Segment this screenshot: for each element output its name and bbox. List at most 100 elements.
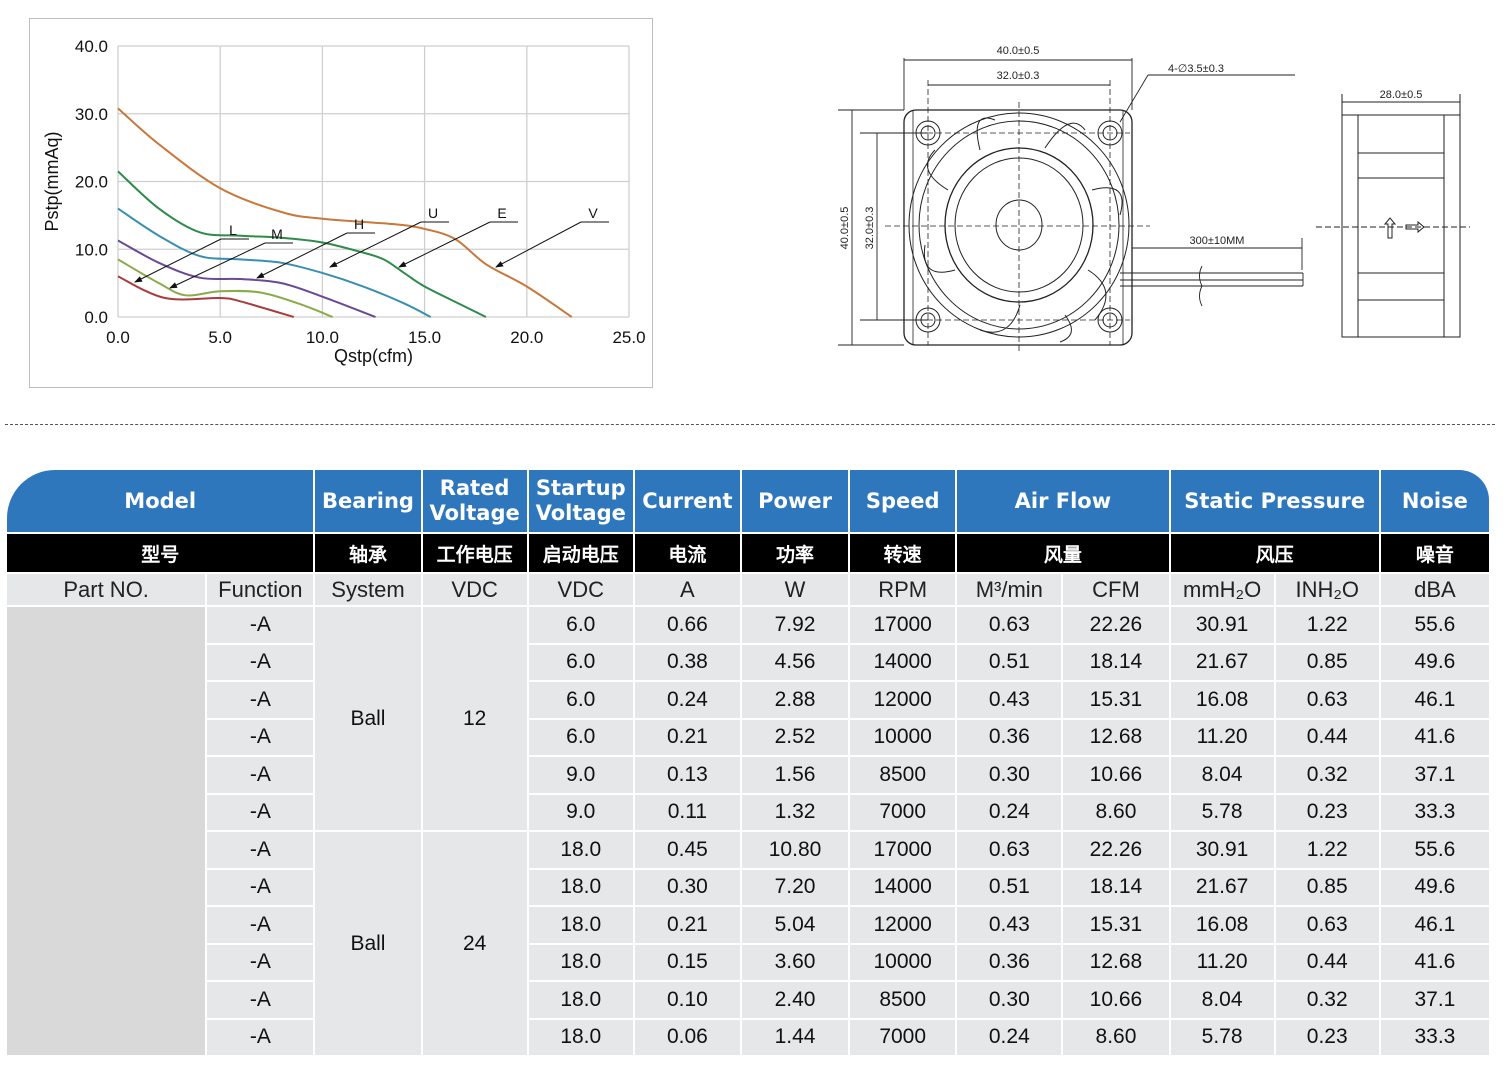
pressure-mmh2o-cell: 8.04 <box>1170 757 1274 795</box>
header-cn-static-pressure: 风压 <box>1170 534 1379 574</box>
bearing-cell: Ball <box>315 607 421 832</box>
header-cn-noise: 噪音 <box>1380 534 1489 574</box>
power-cell: 10.80 <box>741 832 849 870</box>
series-line-V <box>117 107 573 318</box>
series-line-M <box>117 258 333 318</box>
noise-cell: 49.6 <box>1380 644 1489 682</box>
unit-cell: Function <box>207 574 314 607</box>
power-cell: 2.88 <box>741 682 849 720</box>
pressure-inh2o-cell: 0.44 <box>1275 944 1379 982</box>
table-row: -A 6.0 0.24 2.88 12000 0.43 15.31 16.08 0.63 46.1 <box>7 682 1489 720</box>
power-cell: 2.52 <box>741 719 849 757</box>
table-row: -A 9.0 0.11 1.32 7000 0.24 8.60 5.78 0.23 33.3 <box>7 794 1489 832</box>
startup-voltage-cell: 6.0 <box>528 644 633 682</box>
dim-height-outer: 40.0±0.5 <box>839 207 851 250</box>
noise-cell: 55.6 <box>1380 607 1489 645</box>
table-row: -A 6.0 0.21 2.52 10000 0.36 12.68 11.20 0.44 41.6 <box>7 719 1489 757</box>
x-axis-label: Qstp(cfm) <box>334 346 413 366</box>
function-cell: -A <box>207 869 314 907</box>
startup-voltage-cell: 18.0 <box>528 1019 633 1057</box>
header-static-pressure: Static Pressure <box>1170 470 1379 534</box>
x-tick-label: 0.0 <box>106 328 130 347</box>
side-view <box>1316 94 1470 338</box>
power-cell: 7.92 <box>741 607 849 645</box>
lead-wires <box>1120 265 1304 307</box>
pressure-inh2o-cell: 1.22 <box>1275 832 1379 870</box>
header-cn-air-flow: 风量 <box>957 534 1169 574</box>
function-cell: -A <box>207 944 314 982</box>
pressure-mmh2o-cell: 21.67 <box>1170 644 1274 682</box>
startup-voltage-cell: 9.0 <box>528 794 633 832</box>
pressure-inh2o-cell: 0.63 <box>1275 907 1379 945</box>
unit-cell: RPM <box>850 574 956 607</box>
table-row: -A 18.0 0.15 3.60 10000 0.36 12.68 11.20 0.44 41.… <box>7 944 1489 982</box>
function-cell: -A <box>207 757 314 795</box>
pressure-mmh2o-cell: 5.78 <box>1170 1019 1274 1057</box>
pressure-inh2o-cell: 0.23 <box>1275 794 1379 832</box>
airflow-cfm-cell: 22.26 <box>1063 607 1169 645</box>
airflow-cfm-cell: 15.31 <box>1063 907 1169 945</box>
current-cell: 0.24 <box>634 682 740 720</box>
pressure-mmh2o-cell: 30.91 <box>1170 607 1274 645</box>
airflow-cfm-cell: 18.14 <box>1063 644 1169 682</box>
rotation-arrow-icon <box>1405 220 1425 234</box>
function-cell: -A <box>207 682 314 720</box>
airflow-m3-cell: 0.63 <box>957 832 1062 870</box>
table-row: -A 9.0 0.13 1.56 8500 0.30 10.66 8.04 0.32 37.1 <box>7 757 1489 795</box>
header-current: Current <box>634 470 740 534</box>
startup-voltage-cell: 18.0 <box>528 869 633 907</box>
fan-dimension-drawing: 40.0±0.5 32.0±0.3 4-∅3.5±0.3 40.0±0.5 32… <box>838 45 1470 352</box>
dim-lead-length: 300±10MM <box>1190 235 1245 247</box>
x-tick-label: 15.0 <box>408 328 441 347</box>
pressure-mmh2o-cell: 30.91 <box>1170 832 1274 870</box>
speed-cell: 10000 <box>850 719 956 757</box>
power-cell: 1.44 <box>741 1019 849 1057</box>
startup-voltage-cell: 18.0 <box>528 832 633 870</box>
header-bearing: Bearing <box>315 470 421 534</box>
airflow-cfm-cell: 8.60 <box>1063 1019 1169 1057</box>
dim-height-hole: 32.0±0.3 <box>864 207 876 250</box>
header-cn-current: 电流 <box>634 534 740 574</box>
noise-cell: 37.1 <box>1380 757 1489 795</box>
current-cell: 0.21 <box>634 907 740 945</box>
speed-cell: 7000 <box>850 794 956 832</box>
airflow-cfm-cell: 10.66 <box>1063 757 1169 795</box>
airflow-cfm-cell: 18.14 <box>1063 869 1169 907</box>
dim-hole-spec: 4-∅3.5±0.3 <box>1168 63 1224 75</box>
x-tick-label: 10.0 <box>306 328 339 347</box>
x-tick-label: 25.0 <box>612 328 645 347</box>
chart-canvas: 0.0 5.0 10.0 15.0 20.0 25.0 0.0 10.0 20.0 30.0 40.… <box>42 37 646 366</box>
noise-cell: 37.1 <box>1380 982 1489 1020</box>
series-line-H <box>117 239 376 318</box>
noise-cell: 46.1 <box>1380 682 1489 720</box>
function-cell: -A <box>207 907 314 945</box>
header-air-flow: Air Flow <box>957 470 1169 534</box>
dim-width-outer: 40.0±0.5 <box>997 45 1040 57</box>
series-line-E <box>117 170 487 318</box>
section-divider <box>5 424 1495 425</box>
power-cell: 3.60 <box>741 944 849 982</box>
series-label-L: L <box>229 222 237 238</box>
header-cn-power: 功率 <box>741 534 849 574</box>
power-cell: 4.56 <box>741 644 849 682</box>
current-cell: 0.06 <box>634 1019 740 1057</box>
callout-arrow-U <box>329 221 422 268</box>
current-cell: 0.66 <box>634 607 740 645</box>
speed-cell: 8500 <box>850 757 956 795</box>
pressure-mmh2o-cell: 16.08 <box>1170 907 1274 945</box>
speed-cell: 14000 <box>850 644 956 682</box>
y-tick-label: 10.0 <box>75 240 108 259</box>
speed-cell: 12000 <box>850 907 956 945</box>
unit-cell: CFM <box>1063 574 1169 607</box>
series-line-U <box>117 207 432 318</box>
unit-cell: M³/min <box>957 574 1062 607</box>
header-model: Model <box>7 470 314 534</box>
bearing-cell: Ball <box>315 832 421 1057</box>
airflow-m3-cell: 0.51 <box>957 869 1062 907</box>
noise-cell: 41.6 <box>1380 944 1489 982</box>
header-speed: Speed <box>850 470 956 534</box>
y-tick-label: 40.0 <box>75 37 108 56</box>
noise-cell: 46.1 <box>1380 907 1489 945</box>
pressure-mmh2o-cell: 11.20 <box>1170 944 1274 982</box>
speed-cell: 17000 <box>850 832 956 870</box>
